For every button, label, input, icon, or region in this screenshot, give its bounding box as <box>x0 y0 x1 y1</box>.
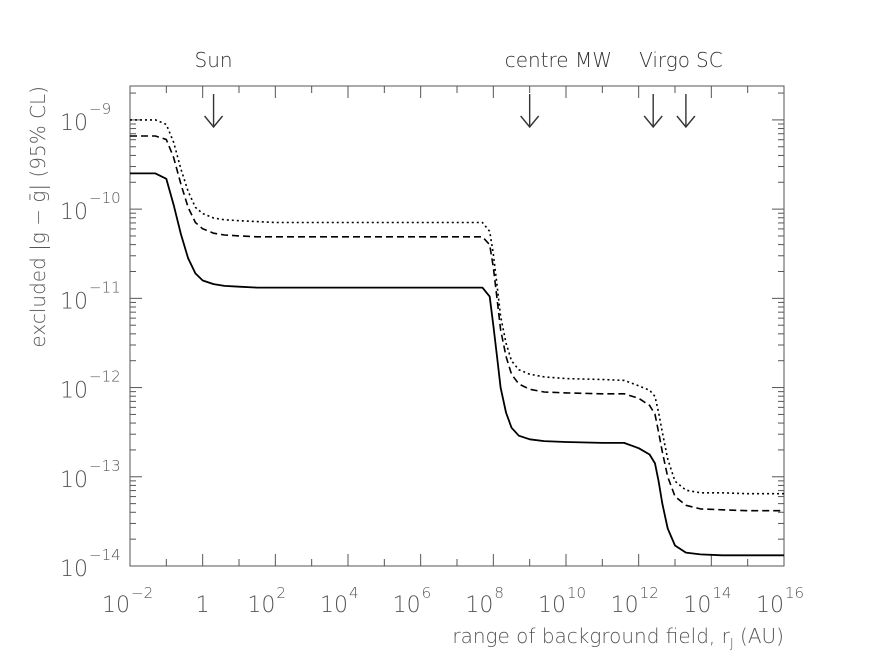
y-tick-label: 10−13 <box>60 457 121 493</box>
x-tick-exp: 14 <box>712 584 731 602</box>
annotation-virgo: Virgo <box>639 48 690 129</box>
x-tick-label: 10 16 <box>756 584 804 618</box>
x-tick-exp: 6 <box>422 584 432 602</box>
x-tick-base: 10 <box>247 593 275 618</box>
x-tick-label: 10 −2 <box>102 584 153 618</box>
x-tick-base: 10 <box>538 593 566 618</box>
plot-frame <box>129 85 785 567</box>
annotation-label: SC <box>696 48 723 72</box>
x-axis-label-unit: (AU) <box>734 624 784 648</box>
x-tick-exp: 2 <box>276 584 286 602</box>
y-tick-base: 10 <box>60 468 88 493</box>
y-tick-base: 10 <box>60 200 88 225</box>
x-tick-base: 10 <box>611 593 639 618</box>
x-tick-label: 10 10 <box>538 584 586 618</box>
x-tick-label: 10 2 <box>247 584 286 618</box>
y-tick-label: 10−12 <box>60 368 121 404</box>
annotation-sun: Sun <box>195 48 233 129</box>
series-line-dotted <box>130 119 784 495</box>
x-tick-base: 10 <box>320 593 348 618</box>
y-tick-exp: −10 <box>89 189 121 207</box>
x-axis-label: range of background field, rJ (AU) <box>452 624 784 652</box>
x-tick-label: 1 <box>196 593 210 618</box>
x-tick-exp: 8 <box>494 584 504 602</box>
series-line-dashed <box>130 135 784 512</box>
y-tick-label: 10−10 <box>60 189 121 225</box>
series-lines <box>130 119 784 557</box>
x-tick-label: 10 12 <box>611 584 659 618</box>
x-tick-base: 10 <box>393 593 421 618</box>
y-tick-label: 10−9 <box>60 100 111 136</box>
annotation-arrow-head <box>520 115 540 129</box>
y-tick-exp: −13 <box>89 457 121 475</box>
annotation-arrow-head <box>643 115 663 129</box>
annotations: Sun centre MW Virgo SC <box>195 48 723 129</box>
y-tick-exp: −11 <box>89 278 121 296</box>
annotation-label: Virgo <box>639 48 690 72</box>
y-tick-base: 10 <box>60 111 88 136</box>
x-tick-label: 10 6 <box>393 584 432 618</box>
x-tick-exp: 10 <box>567 584 586 602</box>
x-tick-base: 10 <box>756 593 784 618</box>
x-tick-exp: 4 <box>349 584 359 602</box>
annotation-label: Sun <box>195 48 233 72</box>
annotation-sc: SC <box>676 48 723 129</box>
x-tick-base: 10 <box>465 593 493 618</box>
x-tick-label: 10 4 <box>320 584 359 618</box>
x-tick-exp: −2 <box>131 584 153 602</box>
y-tick-exp: −9 <box>89 100 111 118</box>
y-tick-base: 10 <box>60 289 88 314</box>
x-tick-labels: 10 −2 1 10 2 10 4 10 6 10 8 10 10 10 12 10 14 10 16 <box>102 584 804 618</box>
x-tick-base: 1 <box>196 593 210 618</box>
y-tick-base: 10 <box>60 557 88 582</box>
x-tick-label: 10 8 <box>465 584 504 618</box>
annotation-label: centre MW <box>505 48 612 72</box>
x-axis-label-main: range of background field, r <box>452 624 730 648</box>
x-tick-base: 10 <box>683 593 711 618</box>
x-axis-label-sub: J <box>730 637 734 652</box>
x-tick-base: 10 <box>102 593 130 618</box>
x-tick-label: 10 14 <box>683 584 731 618</box>
tick-marks <box>129 86 785 567</box>
y-tick-exp: −12 <box>89 368 121 386</box>
y-axis-label: excluded |g − ḡ| (95% CL) <box>26 86 50 348</box>
y-tick-exp: −14 <box>89 546 121 564</box>
annotation-centre-mw: centre MW <box>505 48 612 129</box>
y-tick-label: 10−14 <box>60 546 121 582</box>
x-tick-exp: 12 <box>640 584 659 602</box>
annotation-arrow-head <box>676 115 696 129</box>
plot-border <box>129 85 785 567</box>
y-tick-label: 10−11 <box>60 278 121 314</box>
x-tick-exp: 16 <box>785 584 804 602</box>
series-line-solid <box>130 172 784 557</box>
annotation-arrow-head <box>204 115 224 129</box>
y-tick-base: 10 <box>60 379 88 404</box>
